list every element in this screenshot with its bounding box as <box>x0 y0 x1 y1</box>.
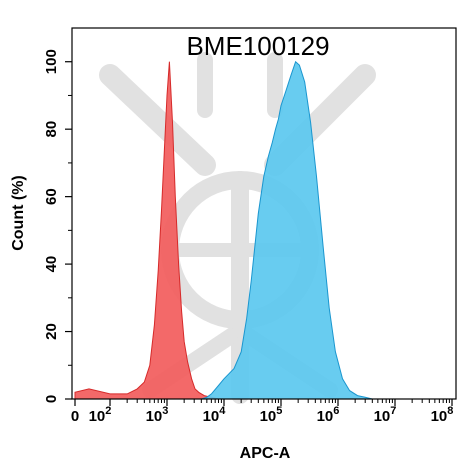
x-tick-label: 105 <box>260 405 283 425</box>
watermark-stroke <box>99 64 216 176</box>
y-tick-label: 60 <box>43 188 60 205</box>
y-axis-title: Count (%) <box>10 175 27 251</box>
x-tick-label: 102 <box>89 405 112 425</box>
chart-title: BME100129 <box>186 31 329 61</box>
y-tick-label: 20 <box>43 323 60 340</box>
y-axis-ticks: 0 20 40 60 80 100 <box>43 49 72 403</box>
control-histogram <box>74 61 219 400</box>
sample-histogram <box>201 60 373 400</box>
y-tick-label: 80 <box>43 121 60 138</box>
x-tick-label: 104 <box>203 405 227 425</box>
x-tick-label: 108 <box>431 405 454 425</box>
x-tick-label: 106 <box>317 405 340 425</box>
x-tick-label: 103 <box>146 405 169 425</box>
x-axis-ticks: 0 102 103 104 105 106 107 108 <box>71 399 454 425</box>
x-axis-title: APC-A <box>240 445 291 462</box>
series-layer <box>74 60 373 400</box>
y-tick-label: 100 <box>43 49 60 74</box>
y-tick-label: 40 <box>43 256 60 273</box>
x-tick-label: 107 <box>374 405 397 425</box>
x-tick-label: 0 <box>71 408 79 425</box>
y-tick-label: 0 <box>43 395 60 403</box>
